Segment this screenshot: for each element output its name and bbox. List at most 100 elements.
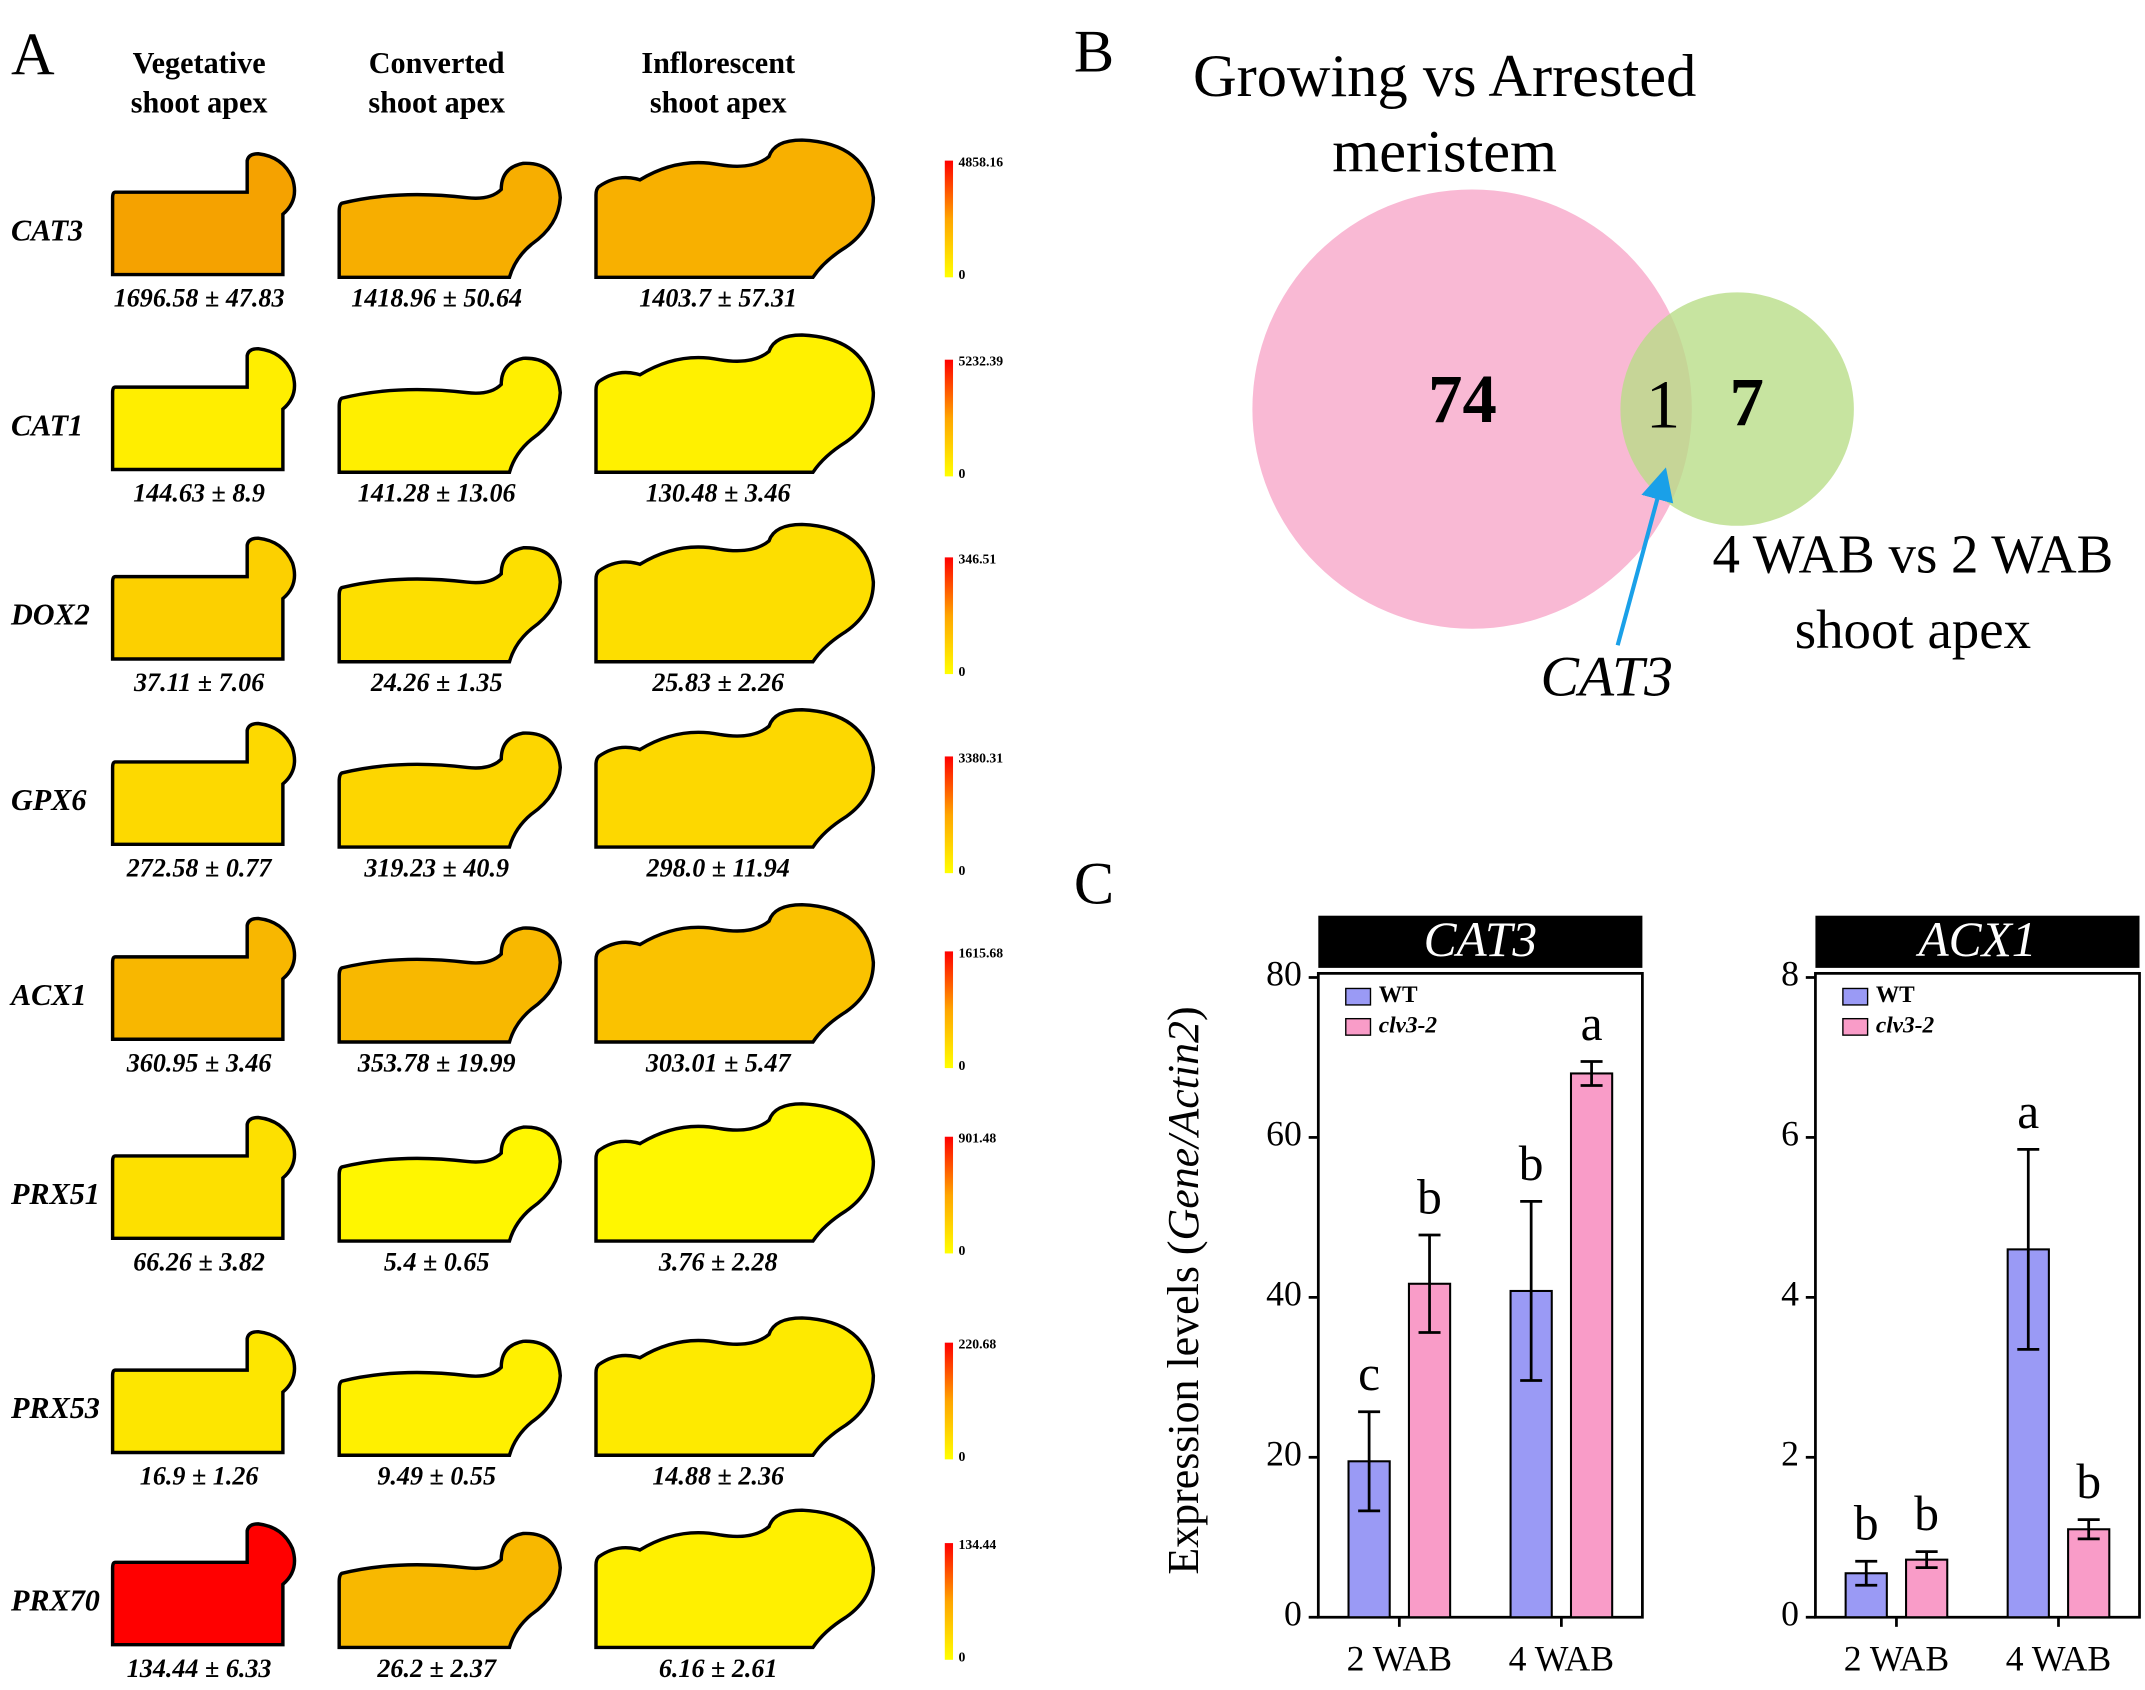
venn-count: 7 — [1730, 364, 1764, 440]
expression-value: 1403.7 ± 57.31 — [639, 284, 797, 313]
significance-letter: b — [1417, 1169, 1442, 1224]
panel-label: C — [1074, 850, 1114, 917]
column-header: Vegetative — [133, 46, 266, 80]
tissue-shape — [337, 1339, 563, 1457]
expression-value: 14.88 ± 2.36 — [652, 1462, 785, 1491]
significance-letter: b — [2076, 1454, 2101, 1509]
scale-max: 1615.68 — [959, 945, 1004, 960]
panel-label: B — [1074, 19, 1114, 86]
scale-max: 901.48 — [959, 1131, 997, 1146]
column-header: shoot apex — [368, 86, 505, 120]
tissue-shape — [594, 1316, 876, 1457]
y-tick-label: 6 — [1781, 1114, 1799, 1154]
expression-value: 134.44 ± 6.33 — [127, 1654, 272, 1683]
scale-max: 3380.31 — [959, 750, 1004, 765]
tissue-shape — [110, 1329, 297, 1455]
y-tick-label: 80 — [1266, 954, 1302, 994]
expression-value: 25.83 ± 2.26 — [651, 668, 785, 697]
scale-max: 4858.16 — [959, 155, 1004, 170]
x-tick-label: 4 WAB — [1509, 1639, 1614, 1679]
tissue-shape — [594, 333, 876, 474]
set-label: meristem — [1332, 119, 1557, 186]
color-scale — [944, 1342, 954, 1460]
legend-label: clv3-2 — [1876, 1012, 1935, 1038]
gene-label: ACX1 — [9, 978, 87, 1012]
scale-min: 0 — [959, 1243, 966, 1258]
color-scale — [944, 1136, 954, 1254]
gene-label: PRX51 — [10, 1177, 100, 1211]
significance-letter: a — [2017, 1084, 2039, 1139]
significance-letter: b — [1914, 1486, 1939, 1541]
expression-value: 3.76 ± 2.28 — [658, 1247, 778, 1276]
scale-max: 134.44 — [959, 1537, 997, 1552]
title-box — [1815, 915, 2140, 968]
tissue-shape — [594, 138, 876, 280]
x-tick-label: 2 WAB — [1347, 1639, 1452, 1679]
gene-label: PRX70 — [10, 1583, 100, 1617]
expression-value: 353.78 ± 19.99 — [357, 1048, 516, 1077]
legend-label: clv3-2 — [1379, 1012, 1438, 1038]
expression-value: 6.16 ± 2.61 — [659, 1654, 778, 1683]
y-tick-label: 20 — [1266, 1433, 1302, 1473]
column-header: Converted — [369, 46, 505, 80]
legend-label: WT — [1379, 982, 1418, 1008]
column-header: shoot apex — [131, 86, 268, 120]
scale-max: 346.51 — [959, 551, 997, 566]
scale-max: 220.68 — [959, 1337, 997, 1352]
legend-label: WT — [1876, 982, 1915, 1008]
legend-swatch — [1345, 1017, 1372, 1036]
tissue-shape — [337, 1125, 563, 1243]
expression-value: 26.2 ± 2.37 — [376, 1654, 497, 1683]
gene-label: DOX2 — [10, 598, 90, 632]
y-axis-label: Expression levels (Gene/Actin2) — [1159, 1006, 1208, 1574]
tissue-shape — [594, 708, 876, 849]
tissue-shape — [110, 1115, 297, 1241]
scale-min: 0 — [959, 863, 966, 878]
significance-letter: c — [1358, 1346, 1380, 1401]
y-axis-label-part: Expression levels ( — [1159, 1240, 1208, 1574]
y-tick-label: 40 — [1266, 1274, 1302, 1314]
y-tick-label: 8 — [1781, 954, 1799, 994]
bar — [1905, 1558, 1949, 1619]
tissue-shape — [337, 926, 563, 1044]
venn-set — [1620, 292, 1854, 526]
scale-min: 0 — [959, 466, 966, 481]
title-box — [1318, 915, 1643, 968]
tissue-shape — [594, 522, 876, 664]
chart-title: CAT3 — [1424, 912, 1537, 967]
y-tick-label: 4 — [1781, 1274, 1799, 1314]
set-label: 4 WAB vs 2 WAB — [1713, 524, 2114, 585]
tissue-shape — [110, 916, 297, 1041]
arrow-label: CAT3 — [1540, 646, 1672, 709]
significance-letter: b — [1854, 1496, 1879, 1551]
expression-value: 5.4 ± 0.65 — [384, 1247, 490, 1276]
y-tick-label: 2 — [1781, 1433, 1799, 1473]
tissue-shape — [337, 161, 563, 280]
expression-value: 37.11 ± 7.06 — [133, 668, 265, 697]
tissue-shape — [594, 1508, 876, 1650]
color-scale — [944, 359, 954, 477]
tissue-shape — [337, 546, 563, 664]
tissue-shape — [337, 1531, 563, 1650]
expression-value: 66.26 ± 3.82 — [133, 1247, 265, 1276]
expression-value: 303.01 ± 5.47 — [645, 1048, 792, 1077]
y-axis-label-part: ) — [1159, 1006, 1208, 1021]
expression-value: 319.23 ± 40.9 — [363, 853, 509, 882]
expression-value: 272.58 ± 0.77 — [126, 853, 273, 882]
venn-count: 74 — [1428, 361, 1497, 437]
expression-value: 1696.58 ± 47.83 — [114, 284, 285, 313]
tissue-shape — [594, 1102, 876, 1243]
set-label: Growing vs Arrested — [1193, 43, 1696, 110]
bar — [1569, 1072, 1614, 1619]
scale-min: 0 — [959, 1650, 966, 1665]
plot-frame — [1814, 971, 2141, 1619]
scale-min: 0 — [959, 267, 966, 282]
tissue-shape — [337, 731, 563, 849]
tissue-shape — [110, 1522, 297, 1647]
color-scale — [944, 756, 954, 874]
venn-set — [1252, 189, 1692, 629]
expression-value: 144.63 ± 8.9 — [133, 479, 265, 508]
expression-value: 9.49 ± 0.55 — [377, 1462, 496, 1491]
expression-value: 24.26 ± 1.35 — [370, 668, 503, 697]
